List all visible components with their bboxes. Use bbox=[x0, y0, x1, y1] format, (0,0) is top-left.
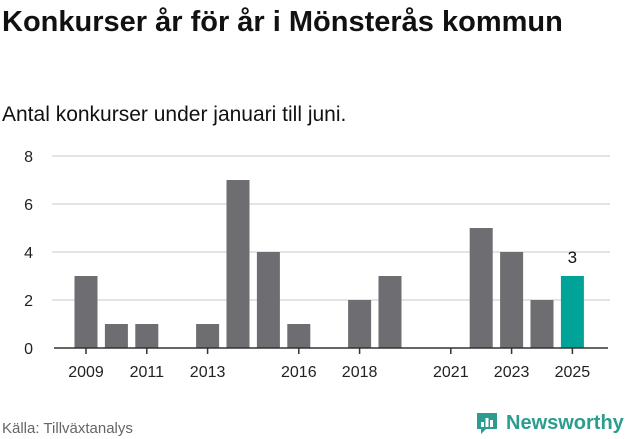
y-tick-label: 4 bbox=[24, 245, 33, 262]
data-label: 3 bbox=[568, 248, 577, 267]
brand-logo[interactable]: Newsworthy bbox=[474, 408, 624, 438]
x-tick-label: 2023 bbox=[494, 364, 530, 381]
chart-subtitle: Antal konkurser under januari till juni. bbox=[2, 103, 347, 126]
x-tick-label: 2018 bbox=[342, 364, 378, 381]
newsworthy-logo-icon bbox=[477, 413, 497, 434]
bar bbox=[226, 180, 250, 348]
bar bbox=[348, 300, 372, 348]
brand-name: Newsworthy bbox=[506, 411, 624, 434]
bar bbox=[256, 252, 280, 348]
x-tick-label: 2009 bbox=[68, 364, 104, 381]
x-tick-label: 2025 bbox=[555, 364, 591, 381]
chart-title: Konkurser år för år i Mönsterås kommun bbox=[2, 6, 563, 38]
y-tick-label: 6 bbox=[24, 197, 33, 214]
bar bbox=[196, 324, 220, 348]
bar bbox=[287, 324, 311, 348]
bar bbox=[104, 324, 128, 348]
bar bbox=[135, 324, 159, 348]
x-tick-label: 2013 bbox=[190, 364, 226, 381]
bar bbox=[500, 252, 524, 348]
x-tick-label: 2016 bbox=[281, 364, 317, 381]
y-tick-label: 8 bbox=[24, 149, 33, 166]
bar bbox=[74, 276, 98, 348]
bar-chart: 0 2 4 6 8 3 2009 2011 2013 2016 2018 2021 2023 2025 bbox=[24, 149, 610, 381]
bar-highlighted bbox=[560, 276, 584, 348]
x-tick-label: 2021 bbox=[433, 364, 469, 381]
y-tick-label: 2 bbox=[24, 293, 33, 310]
bar bbox=[378, 276, 402, 348]
bar bbox=[469, 228, 493, 348]
bar bbox=[530, 300, 554, 348]
y-tick-label: 0 bbox=[24, 341, 33, 358]
x-tick-label: 2011 bbox=[130, 364, 165, 381]
source-note: Källa: Tillväxtanalys bbox=[2, 420, 133, 437]
